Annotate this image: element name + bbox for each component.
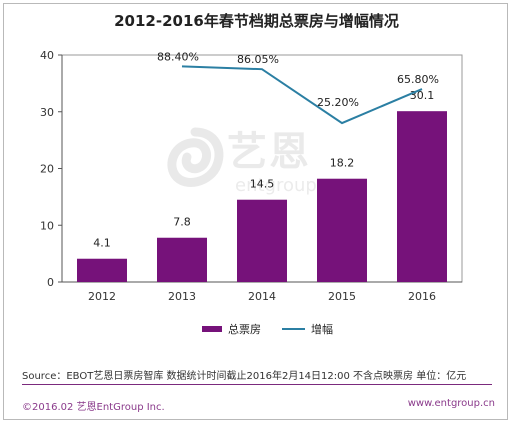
- watermark-logo-text: 艺恩: [227, 129, 311, 175]
- x-tick-label: 2016: [408, 290, 436, 303]
- bar-2016: [397, 111, 447, 283]
- y-tick-label: 20: [40, 163, 54, 176]
- legend-label-line: 增幅: [311, 322, 333, 336]
- bar-value-label: 30.1: [410, 89, 435, 102]
- x-tick-label: 2015: [328, 290, 356, 303]
- growth-line: [181, 65, 423, 125]
- watermark-swirl-icon: [167, 127, 224, 187]
- legend-label-bar: 总票房: [228, 322, 261, 336]
- growth-value-label: 65.80%: [397, 73, 439, 86]
- x-tick-label: 2013: [168, 290, 196, 303]
- bar-value-label: 18.2: [330, 157, 355, 170]
- chart-title: 2012-2016年春节档期总票房与增幅情况: [114, 12, 399, 30]
- x-tick-label: 2014: [248, 290, 276, 303]
- source-divider: [22, 384, 492, 385]
- growth-value-label: 25.20%: [317, 96, 359, 109]
- bar-2014: [237, 199, 287, 282]
- source-note: Source：EBOT艺恩日票房智库 数据统计时间截止2016年2月14日12:…: [22, 371, 467, 382]
- legend-swatch-bar: [202, 326, 222, 332]
- bar-value-label: 4.1: [93, 237, 111, 250]
- y-tick-label: 10: [40, 219, 54, 232]
- y-tick-label: 30: [40, 106, 54, 119]
- copyright-text: ©2016.02 艺恩EntGroup Inc.: [22, 402, 165, 413]
- watermark-logo: 艺恩 entgroup: [165, 127, 365, 222]
- growth-value-label: 86.05%: [237, 53, 279, 66]
- bar-value-label: 7.8: [173, 216, 191, 229]
- y-tick-label: 40: [40, 49, 54, 62]
- bar-2012: [77, 258, 127, 282]
- x-tick-label: 2012: [88, 290, 116, 303]
- bar-2015: [317, 178, 367, 282]
- y-tick-label: 0: [47, 276, 54, 289]
- growth-value-label: 88.40%: [157, 50, 199, 63]
- bar-value-label: 14.5: [250, 178, 275, 191]
- bar-2013: [157, 237, 207, 282]
- watermark-sub-text: entgroup: [235, 175, 317, 196]
- website-link[interactable]: www.entgroup.cn: [407, 398, 495, 409]
